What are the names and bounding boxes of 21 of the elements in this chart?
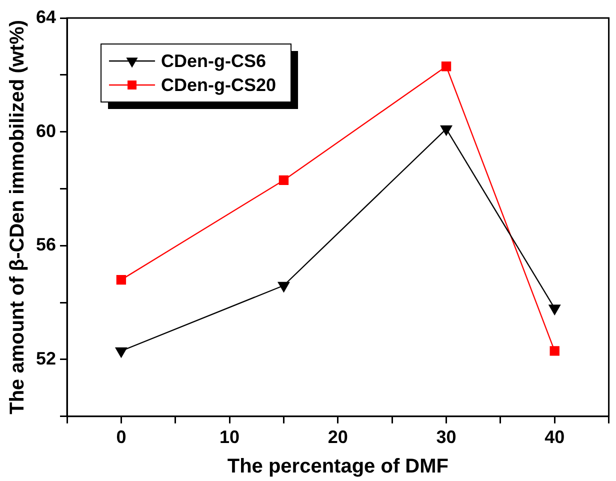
point xyxy=(441,62,452,72)
point xyxy=(548,304,560,315)
y-axis-title: The amount of β-CDen immobilized (wt%) xyxy=(6,20,29,414)
point xyxy=(115,347,127,358)
point xyxy=(440,125,452,136)
y-tick-label: 52 xyxy=(36,348,56,368)
point xyxy=(278,282,290,292)
x-tick-label: 0 xyxy=(116,427,126,448)
legend-label: CDen-g-CS6 xyxy=(161,50,266,71)
x-tick-label: 40 xyxy=(544,427,565,448)
x-axis-title: The percentage of DMF xyxy=(227,456,448,478)
y-tick-label: 60 xyxy=(36,120,56,141)
x-tick-label: 30 xyxy=(436,427,456,448)
legend-label: CDen-g-CS20 xyxy=(161,74,276,95)
y-tick-label: 64 xyxy=(36,6,56,27)
y-tick-label: 56 xyxy=(36,234,56,255)
point xyxy=(550,346,560,356)
point xyxy=(278,175,289,186)
x-tick-label: 20 xyxy=(328,427,348,448)
point xyxy=(116,274,126,285)
x-tick-label: 10 xyxy=(220,427,240,448)
